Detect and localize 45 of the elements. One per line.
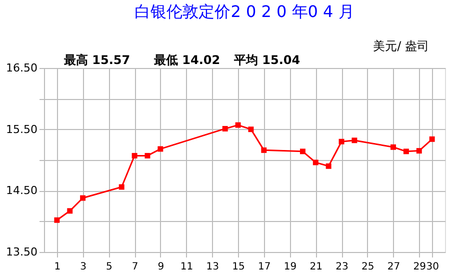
x-tick-label: 15 [232, 262, 245, 272]
x-tick-label: 19 [284, 262, 297, 272]
x-tick-label: 7 [132, 262, 138, 272]
point [352, 138, 358, 144]
point [312, 160, 318, 166]
x-tick-label: 30 [426, 262, 439, 272]
point [390, 144, 396, 150]
point [429, 136, 435, 142]
text: 美元/ 盎司 [373, 39, 429, 53]
point [158, 146, 164, 152]
x-tick-label: 13 [206, 262, 220, 272]
point [118, 184, 124, 190]
point [300, 148, 306, 154]
text: 最高 15.57 [63, 53, 130, 67]
x-tick-label: 21 [310, 262, 323, 272]
x-tick-label: 11 [180, 262, 194, 272]
x-tick-label: 27 [387, 262, 400, 272]
point [403, 148, 409, 154]
x-tick-label: 17 [258, 262, 271, 272]
x-tick-label: 25 [362, 262, 374, 272]
point [326, 163, 332, 169]
point [261, 147, 267, 153]
y-tick-label: 13.50 [6, 246, 38, 258]
y-tick-label: 14.50 [6, 184, 38, 198]
point [67, 208, 73, 214]
text: 平均 15.04 [233, 53, 300, 67]
x-tick-label: 5 [106, 262, 112, 272]
point [80, 195, 86, 201]
point [222, 126, 228, 132]
point [235, 122, 241, 128]
chart-title: 白银伦敦定价2 0 2 0 年0 4 月 [134, 2, 354, 21]
point [416, 148, 422, 154]
point [54, 217, 60, 223]
x-tick-label: 29 [413, 262, 426, 272]
x-tick-label: 1 [54, 262, 61, 272]
x-tick-label: 3 [80, 262, 86, 272]
x-tick-label: 9 [158, 262, 164, 272]
y-tick-label: 15.50 [6, 122, 38, 136]
point [144, 152, 150, 158]
point [132, 152, 138, 158]
point [248, 126, 254, 132]
y-tick-label: 16.50 [6, 62, 38, 74]
x-tick-label: 23 [336, 262, 348, 272]
text: 最低 14.02 [153, 53, 220, 67]
point [338, 138, 344, 144]
